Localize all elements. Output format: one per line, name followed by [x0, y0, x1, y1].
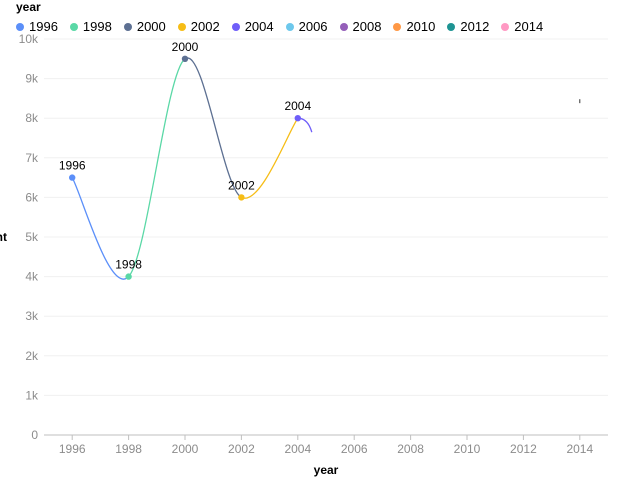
legend-item-2014[interactable]: 2014	[501, 19, 543, 34]
data-point-2000[interactable]	[181, 55, 189, 62]
y-tick-label: 0	[31, 428, 38, 442]
x-tick-label: 2014	[566, 442, 593, 456]
x-tick-label: 2006	[341, 442, 368, 456]
y-tick-label: 7k	[25, 151, 39, 165]
line-segment-2000	[184, 57, 242, 198]
x-tick-label: 2012	[510, 442, 537, 456]
data-label-2000: 2000	[172, 40, 199, 54]
y-tick-label: 9k	[25, 72, 39, 86]
legend-marker	[123, 22, 132, 31]
data-point-1998[interactable]	[125, 273, 132, 280]
legend-marker	[339, 22, 348, 31]
y-tick-label: 1k	[25, 388, 39, 402]
data-points	[69, 55, 301, 280]
legend-item-1998[interactable]: 1998	[69, 19, 112, 34]
legend-label: 2000	[136, 19, 166, 34]
legend-marker	[16, 22, 24, 31]
legend-marker	[501, 22, 510, 31]
legend: 1996 1998 2000 2002 2004 2006 2008 2010 2012 2014	[16, 19, 555, 34]
x-axis-title: year	[314, 463, 339, 477]
legend-label: 2006	[298, 19, 328, 34]
y-axis-title: nt	[0, 230, 7, 244]
legend-item-2004[interactable]: 2004	[231, 19, 274, 34]
legend-marker	[393, 22, 402, 31]
legend-title: year	[16, 0, 41, 14]
legend-label: 2014	[514, 19, 544, 34]
data-label-2004: 2004	[284, 99, 311, 113]
data-point-1996[interactable]	[69, 174, 76, 181]
legend-item-2002[interactable]: 2002	[177, 19, 220, 34]
line-segment-2002	[241, 117, 299, 199]
legend-marker	[69, 22, 78, 31]
legend-item-2000[interactable]: 2000	[123, 19, 166, 34]
legend-item-2010[interactable]: 2010	[393, 19, 435, 34]
series-lines	[71, 57, 581, 280]
legend-item-2008[interactable]: 2008	[339, 19, 382, 34]
x-tick-label: 2002	[228, 442, 255, 456]
legend-marker	[285, 22, 294, 31]
x-tick-label: 2000	[172, 442, 199, 456]
data-label-2002: 2002	[228, 178, 255, 192]
y-tick-label: 10k	[19, 32, 39, 46]
y-tick-label: 5k	[25, 230, 39, 244]
legend-label: 1996	[29, 19, 58, 34]
data-label-1996: 1996	[59, 159, 86, 173]
legend-label: 2010	[406, 19, 436, 34]
line-segment-1998	[128, 58, 186, 278]
axes: 0 1k 2k 3k 4k 5k 6k 7k 8k 9k 10k 1996 1998 2000 2002 20…	[19, 32, 608, 456]
data-labels: 1996 1998 2000 2002 2004	[59, 40, 312, 272]
legend-label: 2002	[190, 19, 220, 34]
y-tick-label: 3k	[25, 309, 39, 323]
line-segment-1996	[71, 177, 130, 280]
legend-label: 2004	[244, 19, 274, 34]
y-tick-label: 2k	[25, 349, 39, 363]
legend-marker	[231, 22, 240, 31]
x-tick-label: 1998	[115, 442, 142, 456]
data-point-2002[interactable]	[238, 194, 245, 201]
x-tick-label: 2004	[284, 442, 311, 456]
legend-item-1996[interactable]: 1996	[16, 19, 58, 34]
data-label-1998: 1998	[115, 258, 142, 272]
y-tick-label: 4k	[25, 270, 39, 284]
data-point-2004[interactable]	[294, 115, 301, 122]
legend-marker	[177, 22, 186, 31]
legend-item-2012[interactable]: 2012	[447, 19, 489, 34]
y-tick-label: 8k	[25, 111, 39, 125]
legend-marker	[447, 22, 456, 31]
y-tick-label: 6k	[25, 190, 39, 204]
legend-item-2006[interactable]: 2006	[285, 19, 328, 34]
x-tick-label: 2010	[454, 442, 481, 456]
x-tick-label: 2008	[397, 442, 424, 456]
legend-label: 1998	[82, 19, 112, 34]
grid-lines	[44, 38, 608, 396]
x-tick-label: 1996	[59, 442, 86, 456]
legend-label: 2008	[352, 19, 382, 34]
legend-label: 2012	[460, 19, 490, 34]
